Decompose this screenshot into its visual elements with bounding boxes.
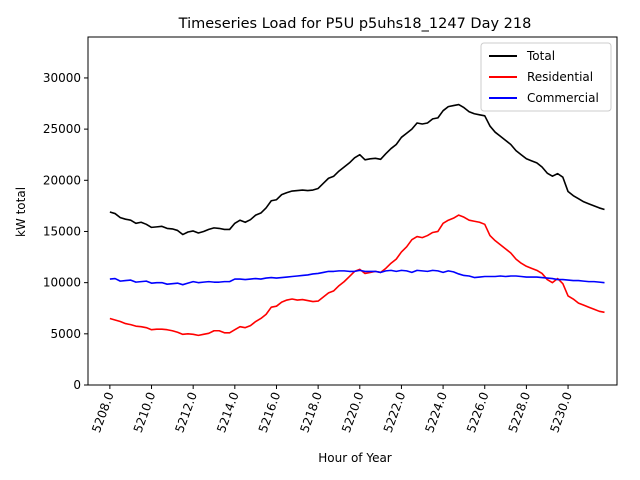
y-tick-label: 15000 bbox=[43, 224, 81, 238]
y-tick-label: 10000 bbox=[43, 276, 81, 290]
y-axis-label: kW total bbox=[14, 187, 28, 237]
x-tick-label: 5210.0 bbox=[131, 390, 159, 434]
series-layer bbox=[109, 103, 605, 337]
y-tick-label: 5000 bbox=[50, 327, 81, 341]
series-line-commercial bbox=[109, 269, 605, 286]
legend-label-residential: Residential bbox=[527, 70, 593, 84]
x-tick-label: 5208.0 bbox=[89, 390, 117, 434]
x-tick-label: 5222.0 bbox=[381, 390, 409, 434]
y-axis: 0 5000 10000 15000 20000 25000 30000 bbox=[43, 71, 88, 392]
x-tick-label: 5218.0 bbox=[297, 390, 325, 434]
legend-label-commercial: Commercial bbox=[527, 91, 599, 105]
x-tick-label: 5212.0 bbox=[172, 390, 200, 434]
y-tick-label: 0 bbox=[73, 378, 81, 392]
plot-frame bbox=[87, 36, 618, 386]
legend: Total Residential Commercial bbox=[480, 42, 612, 112]
x-tick-label: 5228.0 bbox=[506, 390, 534, 434]
chart-title: Timeseries Load for P5U p5uhs18_1247 Day… bbox=[178, 16, 532, 32]
x-axis: 5208.0 5210.0 5212.0 5214.0 5216.0 5218.0 5220… bbox=[89, 385, 575, 434]
x-tick-label: 5216.0 bbox=[256, 390, 284, 434]
x-tick-label: 5224.0 bbox=[422, 390, 450, 434]
y-tick-label: 25000 bbox=[43, 122, 81, 136]
y-tick-label: 20000 bbox=[43, 173, 81, 187]
x-tick-label: 5220.0 bbox=[339, 390, 367, 434]
x-axis-label: Hour of Year bbox=[318, 451, 392, 465]
x-tick-label: 5230.0 bbox=[547, 390, 575, 434]
x-tick-label: 5214.0 bbox=[214, 390, 242, 434]
legend-label-total: Total bbox=[526, 49, 555, 63]
x-tick-label: 5226.0 bbox=[464, 390, 492, 434]
legend-box bbox=[480, 42, 612, 112]
series-line-total bbox=[109, 103, 605, 236]
y-tick-label: 30000 bbox=[43, 71, 81, 85]
